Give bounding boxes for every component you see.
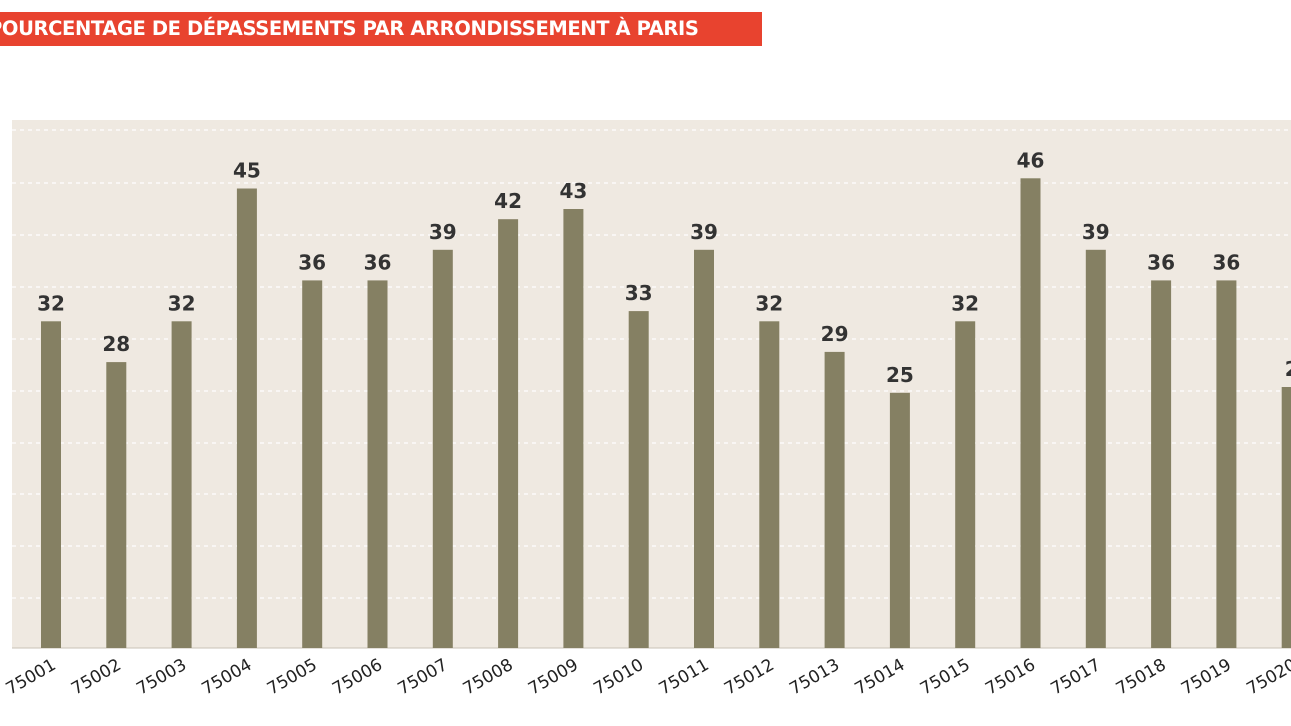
value-label-75020: 2: [1285, 357, 1291, 381]
x-tick-label-75011: 75011: [656, 655, 713, 699]
x-tick-label-75004: 75004: [199, 655, 256, 699]
x-tick-label-75006: 75006: [329, 655, 386, 699]
x-tick-label-75020: 75020: [1243, 655, 1291, 699]
bar-75006: [367, 280, 388, 648]
value-label-75016: 46: [1017, 148, 1045, 172]
value-label-75012: 32: [755, 291, 783, 315]
value-label-75009: 43: [559, 179, 587, 203]
bar-75005: [302, 280, 323, 648]
x-tick-label-75018: 75018: [1113, 655, 1170, 699]
bars-group: [41, 178, 1291, 649]
bar-75012: [759, 321, 780, 648]
x-tick-label-75015: 75015: [917, 655, 974, 699]
gridlines: [12, 129, 1291, 599]
x-tick-label-75009: 75009: [525, 655, 582, 699]
x-tick-label-75012: 75012: [721, 655, 778, 699]
value-label-75007: 39: [429, 220, 457, 244]
value-label-75010: 33: [625, 281, 653, 305]
value-label-75001: 32: [37, 291, 65, 315]
bar-75002: [106, 362, 127, 648]
bar-75008: [498, 219, 519, 648]
value-label-75018: 36: [1147, 250, 1175, 274]
bar-75014: [889, 392, 910, 649]
value-labels-group: 32 28 32 45 36 36 39 42 43 33 39 32 29 25 32 46 39 36 36 2: [37, 148, 1291, 386]
x-tick-label-75007: 75007: [394, 655, 451, 699]
x-tick-label-75005: 75005: [264, 655, 321, 699]
bar-75013: [824, 351, 845, 648]
value-label-75017: 39: [1082, 220, 1110, 244]
bar-75018: [1151, 280, 1172, 648]
bar-75007: [432, 249, 453, 649]
bar-75009: [563, 209, 584, 648]
value-label-75006: 36: [364, 250, 392, 274]
x-tick-label-75008: 75008: [460, 655, 517, 699]
plot-background: [12, 120, 1291, 648]
value-label-75008: 42: [494, 189, 522, 213]
value-label-75013: 29: [821, 322, 849, 346]
value-label-75011: 39: [690, 220, 718, 244]
value-label-75003: 32: [168, 291, 196, 315]
bar-75020: [1281, 387, 1291, 648]
x-tick-label-75017: 75017: [1047, 655, 1104, 699]
value-label-75004: 45: [233, 159, 261, 183]
x-tick-label-75016: 75016: [982, 655, 1039, 699]
x-tick-labels-group: 75001 75002 75003 75004 75005 75006 75007 75008…: [3, 655, 1291, 699]
bar-75016: [1020, 178, 1041, 649]
chart-title-banner: POURCENTAGE DE DÉPASSEMENTS PAR ARRONDIS…: [0, 12, 762, 46]
value-label-75019: 36: [1212, 250, 1240, 274]
bar-75011: [694, 249, 714, 649]
x-tick-label-75013: 75013: [786, 655, 843, 699]
x-tick-label-75001: 75001: [3, 655, 60, 699]
chart-title: POURCENTAGE DE DÉPASSEMENTS PAR ARRONDIS…: [0, 17, 699, 40]
value-label-75005: 36: [298, 250, 326, 274]
bar-75017: [1085, 249, 1106, 649]
bar-75010: [628, 311, 649, 648]
bar-75015: [955, 321, 976, 648]
value-label-75015: 32: [951, 291, 979, 315]
bar-75019: [1216, 280, 1237, 648]
x-tick-label-75014: 75014: [852, 655, 909, 699]
x-tick-label-75010: 75010: [590, 655, 647, 699]
x-tick-label-75019: 75019: [1178, 655, 1235, 699]
x-tick-label-75003: 75003: [133, 655, 190, 699]
value-label-75002: 28: [102, 332, 130, 356]
bar-75003: [171, 321, 192, 648]
x-tick-label-75002: 75002: [68, 655, 125, 699]
bar-75001: [41, 321, 61, 648]
bar-75004: [236, 188, 257, 648]
value-label-75014: 25: [886, 363, 914, 387]
